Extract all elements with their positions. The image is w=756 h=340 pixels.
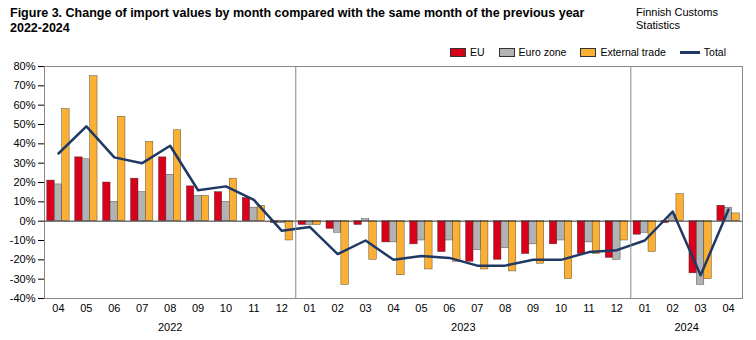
svg-text:20%: 20% — [13, 176, 35, 188]
svg-text:80%: 80% — [13, 60, 35, 72]
svg-text:2022: 2022 — [158, 321, 182, 333]
html-text:Euro zone: Euro zone — [518, 46, 567, 58]
svg-text:-20%: -20% — [10, 253, 36, 265]
svg-text:70%: 70% — [13, 79, 35, 91]
svg-text:10%: 10% — [13, 195, 35, 207]
svg-text:60%: 60% — [13, 99, 35, 111]
svg-text:05: 05 — [415, 302, 427, 314]
svg-text:06: 06 — [443, 302, 455, 314]
svg-text:04: 04 — [387, 302, 399, 314]
svg-text:-30%: -30% — [10, 273, 36, 285]
svg-text:07: 07 — [136, 302, 148, 314]
html-text:Finnish Customs Statistics: Finnish Customs Statistics — [636, 6, 718, 31]
svg-text:-40%: -40% — [10, 292, 36, 304]
svg-text:12: 12 — [276, 302, 288, 314]
svg-text:2024: 2024 — [674, 321, 698, 333]
svg-text:01: 01 — [639, 302, 651, 314]
svg-text:02: 02 — [332, 302, 344, 314]
html-text:Figure 3. Change of import val: Figure 3. Change of import values by mon… — [10, 6, 585, 35]
html-text:EU: EU — [470, 46, 485, 58]
svg-text:03: 03 — [359, 302, 371, 314]
html-text:Total: Total — [703, 46, 726, 58]
svg-text:10: 10 — [220, 302, 232, 314]
svg-text:10: 10 — [555, 302, 567, 314]
svg-text:03: 03 — [694, 302, 706, 314]
svg-text:02: 02 — [667, 302, 679, 314]
svg-text:50%: 50% — [13, 118, 35, 130]
svg-text:05: 05 — [80, 302, 92, 314]
svg-text:08: 08 — [164, 302, 176, 314]
svg-text:01: 01 — [304, 302, 316, 314]
svg-text:09: 09 — [192, 302, 204, 314]
svg-text:11: 11 — [583, 302, 594, 314]
svg-text:12: 12 — [611, 302, 623, 314]
html-text:External trade: External trade — [600, 46, 666, 58]
svg-text:09: 09 — [527, 302, 539, 314]
svg-text:0%: 0% — [20, 215, 36, 227]
svg-text:-10%: -10% — [10, 234, 36, 246]
svg-text:07: 07 — [471, 302, 483, 314]
svg-text:2023: 2023 — [451, 321, 475, 333]
svg-text:11: 11 — [248, 302, 259, 314]
svg-text:04: 04 — [52, 302, 64, 314]
svg-text:30%: 30% — [13, 157, 35, 169]
svg-text:04: 04 — [722, 302, 734, 314]
svg-text:40%: 40% — [13, 137, 35, 149]
svg-text:08: 08 — [499, 302, 511, 314]
svg-text:06: 06 — [108, 302, 120, 314]
